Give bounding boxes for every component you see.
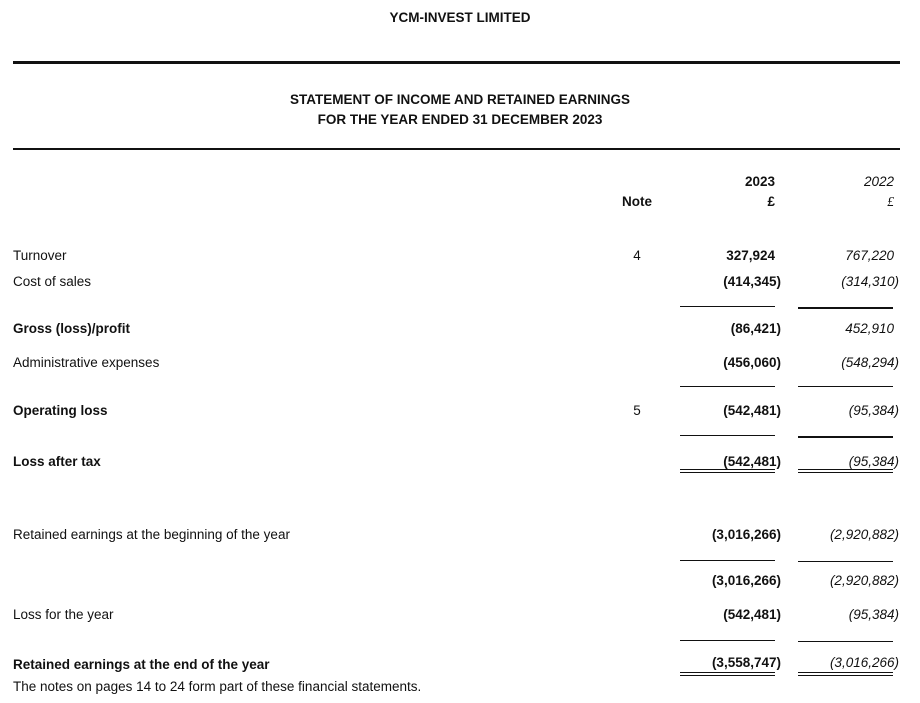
col-header-2022: 2022 [863, 174, 894, 189]
row-2022-loss-after-tax: (95,384) [848, 454, 899, 469]
row-2022-subtotal: (2,920,882) [829, 573, 899, 588]
subtotal-rule [680, 435, 775, 436]
total-double-rule [680, 469, 775, 473]
row-label-cost-of-sales: Cost of sales [13, 274, 92, 289]
row-2022-retained-beginning: (2,920,882) [829, 527, 899, 542]
statement-title: STATEMENT OF INCOME AND RETAINED EARNING… [290, 92, 630, 107]
subtotal-rule [680, 386, 775, 387]
row-2023-gross: (86,421) [730, 321, 781, 336]
row-2023-retained-beginning: (3,016,266) [711, 527, 781, 542]
row-2023-admin: (456,060) [723, 355, 781, 370]
subtotal-rule [680, 306, 775, 307]
subtotal-rule [798, 561, 893, 562]
statement-period: FOR THE YEAR ENDED 31 DECEMBER 2023 [317, 112, 603, 127]
row-2023-cost-of-sales: (414,345) [723, 274, 781, 289]
footer-note: The notes on pages 14 to 24 form part of… [13, 679, 422, 694]
row-2022-gross: 452,910 [845, 321, 894, 336]
col-currency-2023: £ [767, 194, 775, 209]
subtotal-rule [798, 307, 893, 309]
subtotal-rule [680, 640, 775, 641]
row-2022-operating-loss: (95,384) [848, 403, 899, 418]
row-2022-retained-end: (3,016,266) [829, 655, 899, 670]
row-label-turnover: Turnover [13, 248, 67, 263]
row-2023-loss-after-tax: (542,481) [723, 454, 781, 469]
row-2023-loss-for-year: (542,481) [723, 607, 781, 622]
col-currency-2022: £ [887, 194, 894, 209]
company-name: YCM-INVEST LIMITED [389, 10, 531, 25]
row-label-operating-loss: Operating loss [13, 403, 108, 418]
col-header-note: Note [622, 194, 652, 209]
row-2022-turnover: 767,220 [845, 248, 894, 263]
row-2023-retained-end: (3,558,747) [711, 655, 781, 670]
row-2023-operating-loss: (542,481) [723, 403, 781, 418]
row-2023-turnover: 327,924 [726, 248, 775, 263]
row-2023-subtotal: (3,016,266) [711, 573, 781, 588]
row-label-retained-beginning: Retained earnings at the beginning of th… [13, 527, 290, 542]
total-double-rule [798, 672, 893, 676]
header-divider [13, 61, 900, 64]
row-2022-cost-of-sales: (314,310) [841, 274, 899, 289]
total-double-rule [680, 672, 775, 676]
row-2022-loss-for-year: (95,384) [848, 607, 899, 622]
row-note-turnover: 4 [633, 248, 641, 263]
row-note-operating-loss: 5 [633, 403, 641, 418]
row-label-loss-for-year: Loss for the year [13, 607, 114, 622]
row-label-loss-after-tax: Loss after tax [13, 454, 101, 469]
row-label-admin: Administrative expenses [13, 355, 160, 370]
total-double-rule [798, 469, 893, 473]
row-label-gross: Gross (loss)/profit [13, 321, 131, 336]
col-header-2023: 2023 [744, 174, 775, 189]
subtotal-rule [798, 436, 893, 438]
subtotal-rule [798, 386, 893, 387]
subtotal-rule [798, 641, 893, 642]
title-divider [13, 148, 900, 150]
row-2022-admin: (548,294) [841, 355, 899, 370]
row-label-retained-end: Retained earnings at the end of the year [13, 657, 270, 672]
subtotal-rule [680, 560, 775, 561]
